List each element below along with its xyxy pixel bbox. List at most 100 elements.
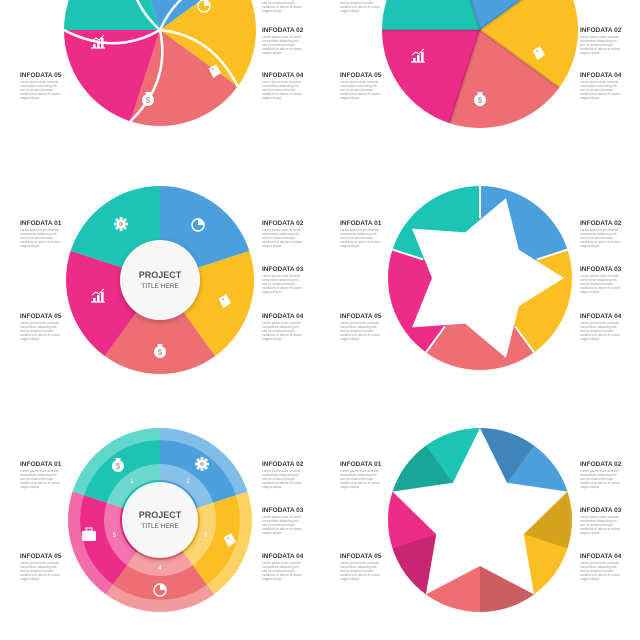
label-infodata-05-body-r3-right: sed do eiusmod tempor	[340, 569, 374, 573]
label-infodata-01-body-r3-right: sed do eiusmod tempor	[340, 477, 374, 481]
main-segment	[112, 520, 208, 601]
label-infodata-02-body-r1-left: incididunt ut labore et dolore	[262, 47, 302, 51]
dollar-sign: $	[158, 348, 163, 357]
label-infodata-02-body-r2-left: magna aliqua.	[262, 244, 282, 248]
label-infodata-04-body-r3-left: consectetur adipiscing elit,	[262, 565, 299, 569]
label-infodata-05-body-r1-left: Lorem ipsum dolor sit amet,	[20, 80, 59, 84]
label-infodata-02-body-r3-left: incididunt ut labore et dolore	[262, 481, 302, 485]
money-bag-icon: $	[474, 92, 486, 106]
swirl-divider	[158, 0, 183, 31]
label-infodata-02-body-r1-right: Lorem ipsum dolor sit amet,	[580, 35, 619, 39]
gear-hole	[119, 222, 123, 226]
label-infodata-05-title-r3-left: INFODATA 05	[20, 553, 62, 560]
label-infodata-05-body-r3-left: incididunt ut labore et dolore	[20, 573, 60, 577]
donut-segment	[104, 280, 216, 375]
label-infodata-03-body-r2-right: Lorem ipsum dolor sit amet,	[580, 274, 619, 278]
inner-ring-segment	[183, 502, 216, 566]
label-infodata-01-body-r1-top: sed do eiusmod tempor	[262, 1, 296, 5]
chart-bar	[101, 38, 104, 48]
label-infodata-02-body-r3-left: consectetur adipiscing elit,	[262, 473, 299, 477]
label-infodata-02-body-r3-right: sed do eiusmod tempor	[580, 477, 614, 481]
pie-slice	[160, 584, 166, 590]
label-infodata-02-body-r2-left: sed do eiusmod tempor	[262, 236, 296, 240]
label-infodata-05-title-r3-right: INFODATA 05	[340, 553, 382, 560]
inner-ring-segment	[104, 502, 137, 566]
label-infodata-01-body-r1-top-right: magna aliqua.	[340, 9, 360, 13]
label-infodata-01-body-r3-left: consectetur adipiscing elit,	[20, 473, 57, 477]
chart-trend	[411, 48, 425, 56]
label-infodata-04-body-r1-left: magna aliqua.	[262, 96, 282, 100]
label-infodata-01-title-r3-left: INFODATA 01	[20, 461, 62, 468]
label-infodata-04-body-r1-left: Lorem ipsum dolor sit amet,	[262, 80, 301, 84]
pie-chart-icon	[153, 583, 167, 597]
label-infodata-02-body-r3-right: consectetur adipiscing elit,	[580, 473, 617, 477]
label-infodata-05-body-r2-left: Lorem ipsum dolor sit amet,	[20, 321, 59, 325]
label-infodata-04-body-r2-left: incididunt ut labore et dolore	[262, 333, 302, 337]
dollar-sign: $	[146, 96, 151, 105]
label-infodata-04-body-r1-right: incididunt ut labore et dolore	[580, 92, 620, 96]
faceted-shade	[479, 0, 524, 32]
label-infodata-04-title-r3-right: INFODATA 04	[580, 553, 622, 560]
label-infodata-05-body-r3-right: incididunt ut labore et dolore	[340, 573, 380, 577]
label-infodata-05-body-r2-left: incididunt ut labore et dolore	[20, 333, 60, 337]
label-infodata-05-body-r3-right: Lorem ipsum dolor sit amet,	[340, 561, 379, 565]
pie-chart-icon	[197, 0, 211, 13]
label-infodata-01-body-r2-right: Lorem ipsum dolor sit amet,	[340, 228, 379, 232]
chart-bar	[417, 55, 420, 62]
gear-icon	[114, 217, 128, 231]
chart-bar	[93, 44, 96, 48]
shaded-star-chart	[387, 428, 572, 612]
gear-hole	[200, 462, 204, 466]
label-infodata-05-body-r3-left: Lorem ipsum dolor sit amet,	[20, 561, 59, 565]
label-infodata-04-title-r3-left: INFODATA 04	[262, 553, 304, 560]
label-infodata-01-body-r3-right: incididunt ut labore et dolore	[340, 481, 380, 485]
label-infodata-05-title-r1-right: INFODATA 05	[340, 72, 382, 79]
label-infodata-03-body-r3-left: sed do eiusmod tempor	[262, 523, 296, 527]
label-infodata-04-body-r2-left: Lorem ipsum dolor sit amet,	[262, 321, 301, 325]
label-infodata-02-body-r1-right: consectetur adipiscing elit,	[580, 39, 617, 43]
donut-center-title: PROJECT	[139, 270, 182, 280]
gear-tooth	[119, 217, 123, 221]
label-infodata-02-body-r1-left: Lorem ipsum dolor sit amet,	[262, 35, 301, 39]
label-infodata-05-body-r1-right: sed do eiusmod tempor	[340, 88, 374, 92]
swirl-divider	[159, 28, 239, 87]
label-infodata-05-body-r1-left: consectetur adipiscing elit,	[20, 84, 57, 88]
label-infodata-04-body-r1-left: incididunt ut labore et dolore	[262, 92, 302, 96]
label-infodata-01-body-r3-right: magna aliqua.	[340, 485, 360, 489]
label-infodata-02-body-r3-right: magna aliqua.	[580, 485, 600, 489]
label-infodata-04-body-r3-right: incididunt ut labore et dolore	[580, 573, 620, 577]
tag-body	[532, 46, 546, 61]
label-infodata-01-body-r1-top: consectetur adipiscing elit,	[262, 0, 299, 1]
price-tag-icon	[218, 294, 232, 309]
tag-body	[208, 64, 222, 79]
inner-ring-segment	[160, 464, 214, 508]
label-infodata-04-body-r2-left: magna aliqua.	[262, 337, 282, 341]
label-infodata-03-body-r3-right: incididunt ut labore et dolore	[580, 527, 620, 531]
star-divider	[514, 325, 535, 354]
label-infodata-03-body-r2-left: incididunt ut labore et dolore	[262, 286, 302, 290]
label-infodata-05-body-r1-left: incididunt ut labore et dolore	[20, 92, 60, 96]
label-infodata-03-body-r2-left: Lorem ipsum dolor sit amet,	[262, 274, 301, 278]
label-infodata-02-title-r3-right: INFODATA 02	[580, 461, 622, 468]
bag-body	[112, 460, 124, 472]
label-infodata-04-body-r3-right: sed do eiusmod tempor	[580, 569, 614, 573]
label-infodata-01-body-r2-right: consectetur adipiscing elit,	[340, 232, 377, 236]
tag-hole	[211, 67, 215, 71]
dollar-sign: $	[116, 462, 121, 471]
bag-body	[474, 94, 486, 106]
label-infodata-01-body-r1-top-right: sed do eiusmod tempor	[340, 1, 374, 5]
label-infodata-04-body-r2-left: sed do eiusmod tempor	[262, 329, 296, 333]
label-infodata-02-title-r1-left: INFODATA 02	[262, 27, 304, 34]
outer-ring-segment	[160, 428, 248, 496]
faceted-segment	[382, 0, 480, 30]
faceted-segment	[480, 0, 578, 88]
label-infodata-05-body-r3-left: sed do eiusmod tempor	[20, 569, 54, 573]
tag-body	[218, 294, 232, 309]
inner-ring-segment	[127, 552, 193, 576]
label-infodata-02-body-r1-right: sed do eiusmod tempor	[580, 43, 614, 47]
label-infodata-04-body-r1-right: sed do eiusmod tempor	[580, 88, 614, 92]
label-infodata-03-body-r2-right: sed do eiusmod tempor	[580, 282, 614, 286]
label-infodata-02-body-r2-left: consectetur adipiscing elit,	[262, 232, 299, 236]
price-tag-icon	[223, 533, 237, 548]
label-infodata-04-title-r2-left: INFODATA 04	[262, 313, 304, 320]
